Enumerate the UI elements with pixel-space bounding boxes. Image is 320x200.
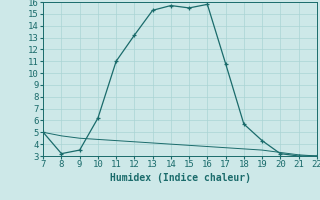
X-axis label: Humidex (Indice chaleur): Humidex (Indice chaleur)	[109, 173, 251, 183]
